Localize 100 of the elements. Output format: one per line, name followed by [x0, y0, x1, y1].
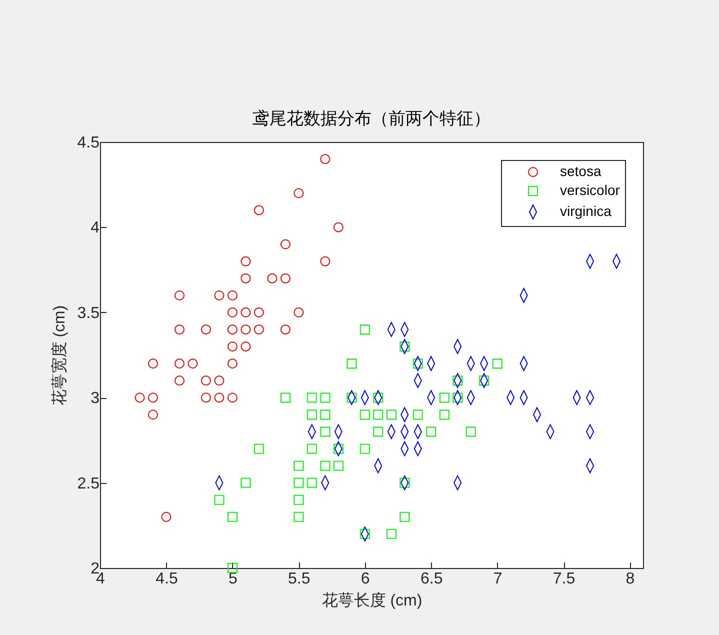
point: [412, 410, 423, 420]
point: [306, 410, 317, 420]
point: [426, 426, 436, 437]
point: [306, 478, 317, 488]
point: [320, 460, 330, 471]
point: [174, 376, 184, 386]
point: [452, 392, 463, 403]
point: [280, 324, 290, 334]
point: [294, 307, 304, 318]
point: [254, 307, 264, 318]
point: [479, 376, 490, 386]
point: [412, 358, 423, 369]
point: [214, 376, 224, 386]
point: [294, 188, 304, 198]
point: [200, 324, 211, 334]
point: [439, 392, 450, 403]
x-tick-label: 8: [626, 570, 635, 588]
x-tick-label: 6.5: [420, 570, 443, 588]
point: [227, 307, 238, 318]
point: [214, 290, 224, 300]
point: [240, 324, 251, 334]
point: [267, 273, 278, 284]
legend-label: setosa: [560, 163, 602, 179]
point: [360, 444, 370, 454]
x-tick-label: 7: [493, 570, 502, 588]
point: [346, 358, 357, 369]
point: [333, 460, 344, 471]
point: [360, 528, 370, 539]
point: [148, 358, 158, 369]
point: [294, 460, 304, 471]
point: [240, 273, 251, 284]
x-tick-label: 7.5: [552, 570, 576, 588]
point: [214, 392, 224, 403]
point: [373, 426, 384, 437]
point: [174, 290, 184, 300]
point: [227, 512, 238, 522]
x-axis-title: 花萼长度 (cm): [322, 592, 422, 610]
point: [400, 341, 410, 352]
legend-label: versicolor: [560, 182, 620, 198]
point: [254, 324, 264, 334]
point: [280, 273, 290, 284]
point: [373, 410, 384, 420]
point: [400, 512, 410, 522]
point: [254, 444, 264, 454]
point: [360, 324, 370, 334]
point: [174, 324, 184, 334]
point: [240, 341, 251, 352]
point: [240, 478, 251, 488]
point: [452, 376, 463, 386]
point: [373, 392, 384, 403]
point: [227, 358, 238, 369]
point: [306, 444, 317, 454]
point: [320, 392, 330, 403]
point: [360, 410, 370, 420]
point: [320, 426, 330, 437]
point: [148, 392, 158, 403]
point: [240, 307, 251, 318]
point: [240, 256, 251, 266]
x-tick-label: 5.5: [288, 570, 310, 588]
point: [227, 324, 238, 334]
legend-label: virginica: [560, 203, 612, 219]
point: [333, 444, 344, 454]
point: [492, 358, 502, 369]
point: [161, 512, 172, 522]
point: [400, 478, 410, 488]
point: [227, 341, 238, 352]
point: [200, 376, 211, 386]
y-tick-label: 3: [90, 390, 100, 408]
point: [320, 256, 330, 266]
point: [346, 392, 357, 403]
point: [174, 358, 184, 369]
point: [333, 222, 344, 232]
y-tick-label: 4.5: [77, 134, 100, 152]
point: [320, 154, 330, 164]
point: [214, 494, 224, 505]
x-tick-label: 6: [360, 570, 370, 588]
point: [227, 392, 238, 403]
y-tick-label: 4: [90, 220, 100, 237]
point: [148, 410, 158, 420]
chart-title: 鸢尾花数据分布（前两个特征）: [252, 109, 490, 128]
point: [466, 426, 476, 437]
y-axis-title: 花萼宽度 (cm): [50, 305, 68, 406]
point: [188, 358, 198, 369]
y-tick-label: 3.5: [77, 304, 100, 322]
point: [294, 512, 304, 522]
point: [134, 392, 145, 403]
x-tick-label: 4.5: [156, 570, 178, 588]
point: [280, 239, 290, 250]
point: [320, 410, 330, 420]
point: [280, 392, 290, 403]
point: [306, 392, 317, 403]
point: [386, 528, 396, 539]
point: [294, 478, 304, 488]
point: [227, 563, 238, 573]
point: [254, 205, 264, 216]
point: [439, 410, 450, 420]
point: [386, 410, 396, 420]
point: [200, 392, 211, 403]
y-tick-label: 2.5: [77, 475, 100, 492]
point: [294, 494, 304, 505]
